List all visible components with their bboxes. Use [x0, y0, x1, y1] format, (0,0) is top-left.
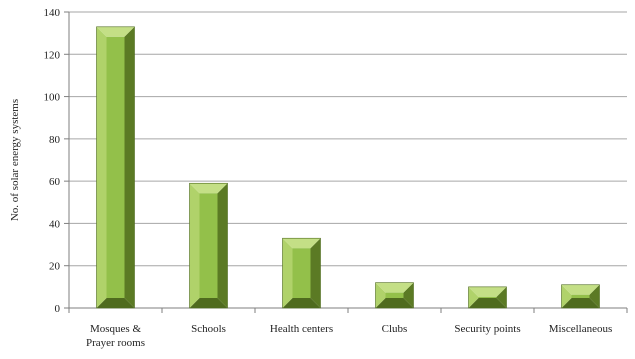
x-tick-label-line: Clubs — [382, 323, 408, 335]
x-tick-label: Security points — [454, 323, 520, 335]
bar-outline — [468, 286, 507, 309]
bar-bevel-bottom — [282, 298, 321, 308]
bar-bevel-right — [403, 282, 414, 308]
x-tick-label-line: Security points — [454, 323, 520, 335]
bar-bevel-bottom — [375, 298, 414, 308]
x-tick-label-line: Mosques & — [90, 323, 141, 335]
x-tick-label: Schools — [191, 323, 226, 335]
bar-face — [106, 36, 125, 299]
bar-bevel-left — [282, 238, 293, 308]
bar-bevel-right — [310, 238, 321, 308]
bar-face — [199, 193, 218, 298]
bar-bevel-left — [375, 282, 386, 308]
bar-outline — [96, 26, 135, 309]
bar-bevel-right — [217, 183, 228, 308]
bar-bevel-left — [96, 26, 107, 309]
bar-bevel-bottom — [468, 298, 507, 308]
bar — [468, 286, 507, 309]
bar-bevel-bottom — [561, 298, 600, 308]
bar — [375, 282, 414, 309]
bar-face — [385, 292, 404, 298]
bar-bevel-right — [124, 26, 135, 309]
bar — [96, 26, 135, 309]
x-tick-label: Clubs — [382, 323, 408, 335]
bar-bevel-top — [282, 238, 321, 249]
bar-face — [478, 296, 497, 298]
gridlines — [69, 11, 627, 267]
bar-bevel-top — [375, 282, 414, 293]
bar-bevel-right — [496, 286, 507, 308]
bar-bevel-left — [468, 286, 479, 308]
bar-outline — [561, 284, 600, 309]
bar-bevel-bottom — [96, 298, 135, 308]
bar-bevel-right — [589, 284, 600, 308]
labels: 0 20 40 60 80 100 120 140 Mosques & Prayer rooms S… — [44, 7, 613, 349]
bar — [561, 284, 600, 309]
x-tick-label: Health centers — [270, 323, 333, 335]
bar — [189, 182, 228, 309]
bar-bevel-top — [96, 26, 135, 37]
y-axis-label: No. of solar energy systems — [9, 99, 21, 221]
x-tick-label-line: Miscellaneous — [549, 323, 613, 335]
bar-bevel-top — [189, 183, 228, 194]
bar-outline — [282, 237, 321, 309]
bar-bevel-top — [468, 286, 507, 297]
axes — [64, 11, 628, 313]
bar-bevel-left — [189, 183, 200, 308]
x-tick-label-line: Health centers — [270, 323, 333, 335]
y-tick-label: 120 — [44, 49, 61, 61]
bar-bevel-left — [561, 284, 572, 308]
y-tick-label: 80 — [49, 134, 61, 146]
x-tick-label: Miscellaneous — [549, 323, 613, 335]
bar-face — [292, 248, 311, 298]
bar-outline — [189, 182, 228, 309]
y-tick-label: 60 — [49, 176, 61, 188]
y-tick-label: 40 — [49, 218, 61, 230]
y-tick-label: 20 — [49, 261, 61, 273]
bars — [96, 26, 600, 309]
bar — [282, 237, 321, 309]
bar-bevel-top — [561, 284, 600, 295]
bar-face — [571, 294, 590, 298]
y-tick-label: 140 — [44, 7, 61, 19]
x-tick-label-line: Prayer rooms — [86, 337, 145, 349]
x-tick-label-line: Schools — [191, 323, 226, 335]
y-tick-label: 100 — [44, 92, 61, 104]
y-tick-label: 0 — [55, 303, 61, 315]
x-tick-label: Mosques & Prayer rooms — [86, 323, 145, 349]
bar-outline — [375, 282, 414, 309]
bar-bevel-bottom — [189, 298, 228, 308]
